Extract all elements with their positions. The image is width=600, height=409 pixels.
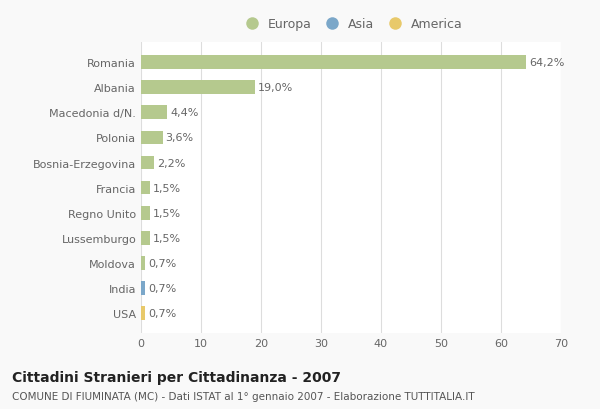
- Text: 3,6%: 3,6%: [166, 133, 194, 143]
- Text: 64,2%: 64,2%: [529, 58, 565, 68]
- Text: 19,0%: 19,0%: [258, 83, 293, 93]
- Text: 1,5%: 1,5%: [153, 208, 181, 218]
- Bar: [141, 231, 150, 245]
- Bar: [141, 156, 154, 170]
- Bar: [141, 281, 145, 295]
- Text: 1,5%: 1,5%: [153, 233, 181, 243]
- Text: COMUNE DI FIUMINATA (MC) - Dati ISTAT al 1° gennaio 2007 - Elaborazione TUTTITAL: COMUNE DI FIUMINATA (MC) - Dati ISTAT al…: [12, 391, 475, 400]
- Bar: [141, 306, 145, 320]
- Bar: [141, 256, 145, 270]
- Text: 0,7%: 0,7%: [148, 258, 176, 268]
- Bar: [141, 181, 150, 195]
- Bar: [141, 56, 526, 70]
- Bar: [141, 206, 150, 220]
- Text: Cittadini Stranieri per Cittadinanza - 2007: Cittadini Stranieri per Cittadinanza - 2…: [12, 370, 341, 384]
- Bar: [141, 106, 167, 120]
- Text: 0,7%: 0,7%: [148, 308, 176, 318]
- Bar: [141, 81, 255, 95]
- Legend: Europa, Asia, America: Europa, Asia, America: [236, 14, 466, 35]
- Text: 0,7%: 0,7%: [148, 283, 176, 293]
- Text: 1,5%: 1,5%: [153, 183, 181, 193]
- Bar: [141, 131, 163, 145]
- Text: 2,2%: 2,2%: [157, 158, 185, 168]
- Text: 4,4%: 4,4%: [170, 108, 199, 118]
